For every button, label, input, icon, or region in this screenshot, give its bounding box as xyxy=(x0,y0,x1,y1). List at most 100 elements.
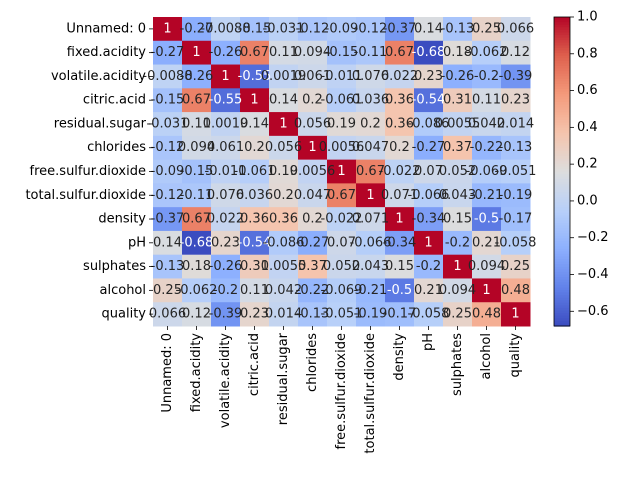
cell-annotation: 1 xyxy=(511,307,519,322)
heatmap-cell xyxy=(211,112,241,137)
cell-annotation: 0.25 xyxy=(501,259,530,274)
cell-annotation: 0.047 xyxy=(294,188,331,203)
colorbar-tick-label: 1.0 xyxy=(577,10,598,25)
cell-annotation: 0.14 xyxy=(153,235,182,250)
y-tick-label: Unnamed: 0 xyxy=(66,21,146,36)
cell-annotation: -0.058 xyxy=(408,307,450,322)
colorbar-segment xyxy=(554,279,570,283)
cell-annotation: -0.0088 xyxy=(200,21,250,36)
cell-annotation: -0.069 xyxy=(321,283,363,298)
heatmap-cell xyxy=(211,207,241,232)
colorbar-segment xyxy=(554,274,570,278)
heatmap-cell xyxy=(443,254,473,279)
cell-annotation: -0.27 xyxy=(412,140,446,155)
cell-annotation: 1 xyxy=(250,93,258,108)
colorbar-segment xyxy=(554,282,570,286)
colorbar-tick-label: 0.4 xyxy=(577,120,598,135)
colorbar-segment xyxy=(554,107,570,111)
cell-annotation: -0.061 xyxy=(234,164,276,179)
heatmap-cell xyxy=(356,64,386,89)
cell-annotation: 0.31 xyxy=(443,93,472,108)
colorbar-segment xyxy=(554,45,570,49)
colorbar-segment xyxy=(554,313,570,317)
heatmap-cell xyxy=(211,254,241,279)
heatmap-cell xyxy=(356,135,386,161)
cell-annotation: -0.13 xyxy=(296,307,330,322)
cell-annotation: -0.5 xyxy=(387,283,412,298)
heatmap-cell xyxy=(414,230,444,256)
cell-annotation: 0.25 xyxy=(472,21,501,36)
heatmap-cell xyxy=(182,112,212,137)
colorbar-segment xyxy=(554,37,570,41)
cell-annotation: -0.27 xyxy=(296,235,330,250)
heatmap-cell xyxy=(356,302,386,327)
x-tick-label: volatile.acidity xyxy=(218,333,233,428)
heatmap-cell xyxy=(298,88,328,113)
colorbar-segment xyxy=(554,228,570,232)
cell-annotation: -0.062 xyxy=(176,283,218,298)
cell-annotation: 0.0055 xyxy=(261,259,307,274)
heatmap-cell xyxy=(298,254,328,279)
cell-annotation: 1 xyxy=(424,235,432,250)
colorbar-segment xyxy=(554,135,570,139)
heatmap-cell xyxy=(414,17,444,42)
colorbar-segment xyxy=(554,40,570,44)
colorbar-segment xyxy=(554,310,570,314)
colorbar-segment xyxy=(554,94,570,98)
cell-annotation: 0.022 xyxy=(207,212,244,227)
heatmap-cell xyxy=(211,302,241,327)
heatmap-cell xyxy=(182,40,212,66)
heatmap-cells xyxy=(153,17,531,327)
cell-annotation: -0.2 xyxy=(474,69,499,84)
heatmap-cell xyxy=(269,40,299,66)
heatmap-cell xyxy=(298,302,328,327)
heatmap-cell xyxy=(298,135,328,161)
heatmap-cell xyxy=(298,230,328,256)
cell-annotation: 0.042 xyxy=(468,116,505,131)
heatmap-cell xyxy=(211,278,241,303)
heatmap-cell xyxy=(443,302,473,327)
heatmap-cell xyxy=(327,254,357,279)
heatmap-cell xyxy=(240,17,270,42)
cell-annotation: -0.0088 xyxy=(142,69,192,84)
heatmap-cell xyxy=(182,207,212,232)
heatmap-cell xyxy=(356,207,386,232)
cell-annotation: 1 xyxy=(453,259,461,274)
x-tick-label: residual.sugar xyxy=(276,332,291,425)
heatmap-cell xyxy=(385,40,415,66)
cell-annotation: -0.061 xyxy=(321,93,363,108)
cell-annotation: 0.31 xyxy=(240,259,269,274)
colorbar-tick-label: 0.6 xyxy=(577,83,598,98)
cell-annotation: 0.36 xyxy=(385,93,414,108)
colorbar-segment xyxy=(554,225,570,229)
y-tick-label: free.sulfur.dioxide xyxy=(30,164,146,179)
heatmap-cell xyxy=(501,17,531,42)
colorbar-segment xyxy=(554,264,570,268)
y-tick-label: citric.acid xyxy=(83,93,146,108)
y-tick-label: total.sulfur.dioxide xyxy=(25,188,146,203)
heatmap-cell xyxy=(153,64,183,89)
cell-annotation: 0.2 xyxy=(360,116,381,131)
y-tick-label: sulphates xyxy=(83,259,146,274)
heatmap-cell xyxy=(443,40,473,66)
cell-annotation: 0.052 xyxy=(439,164,476,179)
heatmap-cell xyxy=(443,135,473,161)
colorbar-segment xyxy=(554,320,570,325)
cell-annotation: 0.21 xyxy=(414,283,443,298)
colorbar-segment xyxy=(554,292,570,296)
heatmap-cell xyxy=(443,64,473,89)
cell-annotation: 0.19 xyxy=(269,164,298,179)
cell-annotation: -0.54 xyxy=(238,235,272,250)
heatmap-cell xyxy=(240,207,270,232)
y-tick-label: pH xyxy=(128,235,146,250)
cell-annotation: 0.12 xyxy=(501,45,530,60)
cell-annotation: 0.23 xyxy=(240,307,269,322)
cell-annotation: 0.37 xyxy=(298,259,327,274)
heatmap-cell xyxy=(153,230,183,256)
cell-annotation: -0.68 xyxy=(412,45,446,60)
colorbar-segment xyxy=(554,73,570,77)
colorbar-segment xyxy=(554,168,570,173)
cell-annotation: 0.0019 xyxy=(261,69,307,84)
cell-annotation: -0.17 xyxy=(499,212,533,227)
colorbar-segment xyxy=(554,140,570,144)
